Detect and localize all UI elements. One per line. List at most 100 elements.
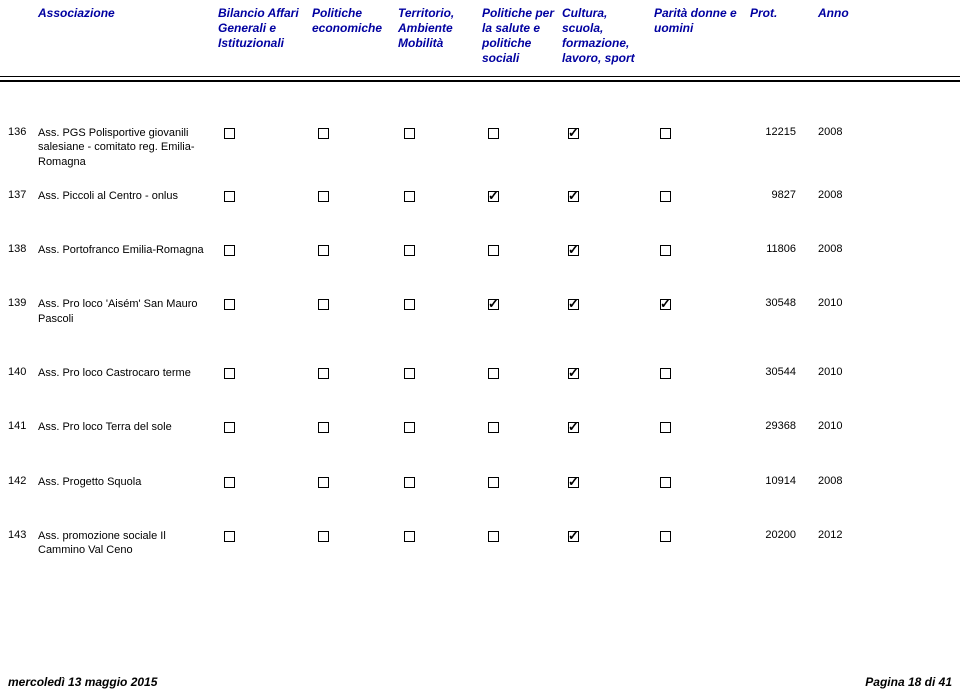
table-row: 140Ass. Pro loco Castrocaro terme3054420… (0, 362, 960, 384)
table-header: Associazione Bilancio Affari Generali e … (0, 0, 960, 66)
checkbox-icon (404, 191, 415, 202)
checkbox-icon (224, 477, 235, 488)
checkbox-cell (312, 475, 398, 488)
checkbox-icon (488, 422, 499, 433)
row-anno: 2008 (818, 475, 868, 487)
row-anno: 2008 (818, 126, 868, 138)
checkbox-cell (312, 420, 398, 433)
row-association-name: Ass. promozione sociale Il Cammino Val C… (38, 529, 218, 558)
header-bilancio: Bilancio Affari Generali e Istituzionali (218, 6, 312, 66)
checkbox-icon (404, 477, 415, 488)
checkbox-cell (218, 189, 312, 202)
row-association-name: Ass. Progetto Squola (38, 475, 218, 489)
row-anno: 2012 (818, 529, 868, 541)
checkbox-icon (568, 422, 579, 433)
checkbox-cell (398, 297, 482, 310)
row-prot: 9827 (750, 189, 818, 201)
checkbox-cell (218, 243, 312, 256)
checkbox-cell (312, 189, 398, 202)
checkbox-cell (562, 475, 654, 488)
checkbox-cell (312, 243, 398, 256)
checkbox-cell (218, 529, 312, 542)
checkbox-icon (660, 368, 671, 379)
checkbox-cell (654, 297, 750, 310)
checkbox-icon (488, 299, 499, 310)
checkbox-cell (398, 189, 482, 202)
header-spacer (0, 6, 38, 66)
header-anno: Anno (818, 6, 868, 66)
header-cultura: Cultura, scuola, formazione, lavoro, spo… (562, 6, 654, 66)
checkbox-cell (312, 529, 398, 542)
header-associazione: Associazione (38, 6, 218, 66)
checkbox-icon (660, 299, 671, 310)
table-row: 138Ass. Portofranco Emilia-Romagna118062… (0, 239, 960, 261)
row-index: 142 (0, 475, 38, 487)
checkbox-icon (660, 128, 671, 139)
row-anno: 2010 (818, 420, 868, 432)
checkbox-icon (404, 128, 415, 139)
checkbox-icon (318, 422, 329, 433)
checkbox-cell (482, 189, 562, 202)
row-prot: 10914 (750, 475, 818, 487)
checkbox-cell (482, 297, 562, 310)
checkbox-icon (318, 299, 329, 310)
checkbox-cell (654, 189, 750, 202)
checkbox-icon (318, 245, 329, 256)
row-anno: 2010 (818, 366, 868, 378)
header-salute: Politiche per la salute e politiche soci… (482, 6, 562, 66)
row-index: 139 (0, 297, 38, 309)
checkbox-cell (218, 475, 312, 488)
checkbox-cell (654, 366, 750, 379)
row-prot: 11806 (750, 243, 818, 255)
table-row: 137Ass. Piccoli al Centro - onlus9827200… (0, 185, 960, 207)
checkbox-icon (568, 245, 579, 256)
checkbox-icon (488, 128, 499, 139)
checkbox-cell (398, 243, 482, 256)
row-index: 140 (0, 366, 38, 378)
checkbox-cell (562, 243, 654, 256)
checkbox-cell (312, 126, 398, 139)
checkbox-icon (404, 422, 415, 433)
checkbox-cell (562, 126, 654, 139)
row-association-name: Ass. Piccoli al Centro - onlus (38, 189, 218, 203)
checkbox-icon (318, 128, 329, 139)
footer-page: Pagina 18 di 41 (865, 675, 952, 689)
checkbox-icon (318, 368, 329, 379)
checkbox-icon (404, 245, 415, 256)
checkbox-cell (562, 366, 654, 379)
row-index: 141 (0, 420, 38, 432)
checkbox-icon (224, 368, 235, 379)
row-prot: 30544 (750, 366, 818, 378)
checkbox-cell (482, 420, 562, 433)
checkbox-cell (562, 529, 654, 542)
checkbox-cell (398, 126, 482, 139)
checkbox-icon (568, 299, 579, 310)
checkbox-icon (488, 368, 499, 379)
checkbox-icon (404, 299, 415, 310)
checkbox-cell (218, 420, 312, 433)
table-body: 136Ass. PGS Polisportive giovanili sales… (0, 82, 960, 562)
checkbox-icon (568, 128, 579, 139)
checkbox-cell (398, 366, 482, 379)
checkbox-icon (568, 531, 579, 542)
checkbox-cell (482, 243, 562, 256)
checkbox-cell (398, 529, 482, 542)
checkbox-icon (488, 191, 499, 202)
table-row: 142Ass. Progetto Squola 109142008 (0, 471, 960, 493)
checkbox-cell (562, 420, 654, 433)
checkbox-icon (318, 191, 329, 202)
checkbox-icon (488, 477, 499, 488)
header-parita: Parità donne e uomini (654, 6, 750, 66)
row-index: 138 (0, 243, 38, 255)
checkbox-icon (568, 191, 579, 202)
row-anno: 2010 (818, 297, 868, 309)
checkbox-cell (218, 126, 312, 139)
checkbox-icon (660, 245, 671, 256)
checkbox-cell (398, 475, 482, 488)
checkbox-icon (224, 422, 235, 433)
row-anno: 2008 (818, 189, 868, 201)
checkbox-cell (654, 243, 750, 256)
checkbox-cell (654, 475, 750, 488)
checkbox-cell (482, 126, 562, 139)
checkbox-icon (224, 128, 235, 139)
